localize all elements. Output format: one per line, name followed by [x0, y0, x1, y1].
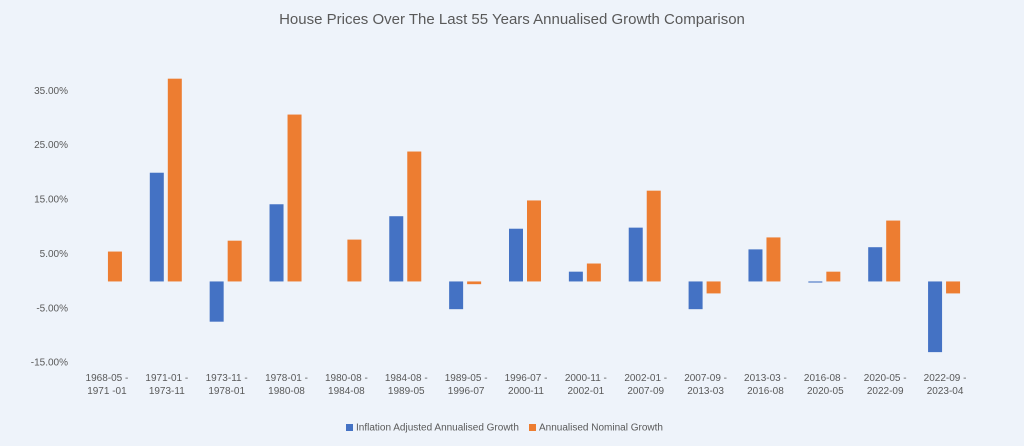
legend-swatch [529, 424, 536, 431]
x-tick-label-line: 2007-09 - [684, 373, 727, 384]
x-tick-label-line: 2007-09 [627, 386, 664, 397]
bar [227, 240, 242, 282]
x-tick-label-line: 1978-01 - [265, 373, 308, 384]
x-tick-label: 2002-01 - 2007-09 [624, 373, 667, 397]
bar [586, 263, 601, 282]
y-tick-label: 5.00% [40, 249, 68, 260]
bar [808, 281, 823, 283]
legend-swatch [346, 424, 353, 431]
x-tick-label-line: 2023-04 [927, 386, 964, 397]
x-tick-label-line: 2000-11 - [565, 373, 607, 384]
bar [509, 228, 523, 282]
x-tick-label: 1984-08 - 1989-05 [385, 373, 428, 397]
bar [568, 271, 583, 282]
bar [868, 247, 883, 282]
x-tick-label: 1989-05 - 1996-07 [445, 373, 488, 397]
bar [167, 78, 182, 282]
bar [467, 281, 482, 285]
x-tick-label-line: 1980-08 [268, 386, 305, 397]
x-tick-label-line: 2016-08 [747, 386, 784, 397]
y-tick-label: 15.00% [34, 195, 68, 206]
x-tick-label-line: 1968-05 - [86, 373, 129, 384]
x-tick-label-line: 1996-07 [448, 386, 485, 397]
bar [628, 227, 643, 282]
bar [287, 114, 302, 282]
x-tick-label-line: 1971-01 - [145, 373, 188, 384]
y-tick-label: 25.00% [34, 140, 68, 151]
x-tick-label-line: 1989-05 [388, 386, 425, 397]
x-tick-label-line: 1971 -01 [87, 386, 127, 397]
legend-label: Inflation Adjusted Annualised Growth [356, 423, 519, 434]
bar [149, 172, 164, 282]
bar [389, 216, 404, 282]
x-tick-label-line: 2013-03 - [744, 373, 787, 384]
bar [706, 281, 721, 294]
x-tick-label: 1996-07 - 2000-11 [505, 373, 548, 397]
bar [107, 251, 122, 282]
x-tick-label-line: 2002-01 - [624, 373, 667, 384]
bar [269, 204, 284, 282]
x-tick-label-line: 1984-08 - [385, 373, 428, 384]
x-tick-label-line: 1973-11 [149, 386, 185, 397]
x-tick-label-line: 1973-11 - [206, 373, 248, 384]
y-tick-label: -15.00% [31, 358, 68, 369]
bar [886, 220, 901, 282]
bar [449, 281, 464, 310]
x-tick-label: 2000-11 - 2002-01 [565, 373, 607, 397]
x-tick-label-line: 2022-09 - [924, 373, 967, 384]
bar [946, 281, 961, 294]
bar [748, 249, 763, 282]
x-tick-label-line: 2020-05 [807, 386, 844, 397]
x-tick-label: 2007-09 - 2013-03 [684, 373, 727, 397]
x-tick-label: 1971-01 - 1973-11 [145, 373, 188, 397]
x-tick-label-line: 2020-05 - [864, 373, 907, 384]
x-tick-label-line: 2022-09 [867, 386, 904, 397]
chart-title: House Prices Over The Last 55 Years Annu… [279, 11, 745, 28]
bar [766, 237, 781, 282]
x-tick-label: 2016-08 - 2020-05 [804, 373, 847, 397]
x-tick-label: 1980-08 - 1984-08 [325, 373, 368, 397]
x-tick-label-line: 2013-03 [687, 386, 724, 397]
x-tick-label: 2013-03 - 2016-08 [744, 373, 787, 397]
x-tick-label-line: 1980-08 - [325, 373, 368, 384]
bar [209, 281, 224, 322]
x-tick-label-line: 2000-11 [508, 386, 544, 397]
y-tick-label: -5.00% [36, 303, 68, 314]
x-tick-label-line: 2016-08 - [804, 373, 847, 384]
x-tick-label-line: 1978-01 [208, 386, 245, 397]
bar [826, 271, 841, 282]
bar [527, 200, 541, 282]
x-tick-label-line: 1996-07 - [505, 373, 548, 384]
bar [646, 190, 661, 282]
x-tick-label-line: 1984-08 [328, 386, 365, 397]
x-tick-label: 2020-05 - 2022-09 [864, 373, 907, 397]
x-tick-label-line: 2002-01 [568, 386, 605, 397]
y-tick-label: 35.00% [34, 86, 68, 97]
bar [407, 151, 422, 282]
bar [347, 239, 362, 282]
x-tick-label-line: 1989-05 - [445, 373, 488, 384]
bar [928, 281, 943, 353]
x-tick-label: 2022-09 - 2023-04 [924, 373, 967, 397]
x-tick-label: 1973-11 - 1978-01 [206, 373, 248, 397]
x-tick-label: 1968-05 - 1971 -01 [86, 373, 129, 397]
x-tick-label: 1978-01 - 1980-08 [265, 373, 308, 397]
bar [688, 281, 703, 310]
legend-label: Annualised Nominal Growth [539, 423, 663, 434]
